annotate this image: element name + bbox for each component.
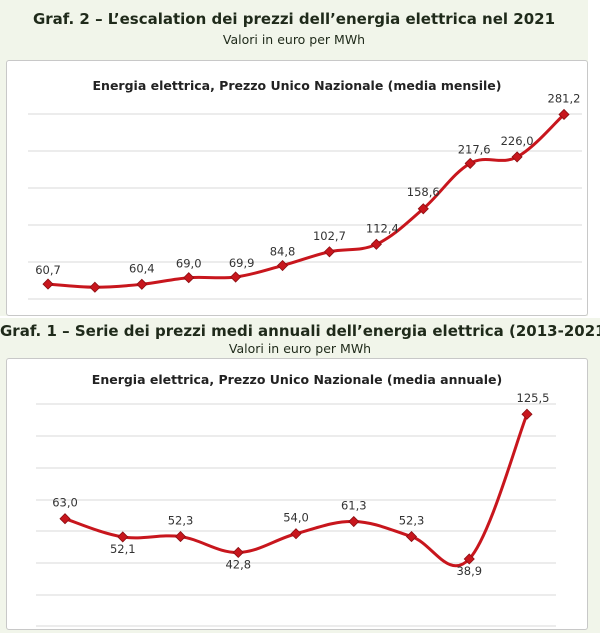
monthly-chart-title: Energia elettrica, Prezzo Unico Nazional… <box>92 78 502 93</box>
chart1-data-point-6 <box>405 531 418 543</box>
chart0-data-label-7: 112,4 <box>366 221 399 235</box>
bottom-figure-panel: Graf. 1 – Serie dei prezzi medi annuali … <box>0 318 600 633</box>
chart0-data-label-11: 281,2 <box>548 91 581 105</box>
chart1-data-label-2: 52,3 <box>168 514 194 528</box>
bottom-figure-heading: Graf. 1 – Serie dei prezzi medi annuali … <box>0 322 600 340</box>
chart1-data-label-5: 61,3 <box>341 499 367 513</box>
chart0-data-label-8: 158,6 <box>407 185 440 199</box>
chart1-data-label-3: 42,8 <box>225 557 251 571</box>
annual-chart-title: Energia elettrica, Prezzo Unico Nazional… <box>91 372 503 387</box>
chart1-data-point-5 <box>348 515 360 528</box>
chart0-series-line <box>47 113 566 289</box>
chart0-data-point-3 <box>183 272 195 284</box>
chart1-data-point-7 <box>463 553 475 565</box>
chart1-data-point-1 <box>117 531 129 543</box>
chart1-data-point-2 <box>174 531 187 543</box>
chart0-data-point-4 <box>230 271 242 283</box>
chart0-data-point-2 <box>136 278 148 290</box>
chart0-data-point-5 <box>276 259 289 272</box>
chart0-data-label-4: 69,9 <box>229 256 255 270</box>
chart0-data-label-2: 60,4 <box>129 261 155 275</box>
chart0-data-point-7 <box>370 238 382 250</box>
chart1-data-label-0: 63,0 <box>52 496 78 510</box>
chart0-data-point-9 <box>464 157 476 169</box>
chart0-data-label-0: 60,7 <box>35 263 61 277</box>
chart1-data-point-4 <box>290 528 302 540</box>
annual-chart-box: Energia elettrica, Prezzo Unico Nazional… <box>6 358 588 630</box>
chart0-data-point-0 <box>42 278 54 290</box>
chart0-data-label-6: 102,7 <box>313 229 346 243</box>
chart0-data-label-9: 217,6 <box>458 142 491 156</box>
chart0-data-point-10 <box>511 151 523 163</box>
chart1-data-point-3 <box>232 546 244 559</box>
chart1-data-label-4: 54,0 <box>283 511 309 525</box>
chart0-data-point-6 <box>323 246 336 258</box>
chart1-data-label-8: 125,5 <box>517 391 550 405</box>
chart0-data-label-5: 84,8 <box>270 245 296 259</box>
top-figure-subheading: Valori in euro per MWh <box>222 32 366 47</box>
chart1-data-label-1: 52,1 <box>110 542 136 556</box>
chart0-data-point-1 <box>89 281 101 293</box>
chart0-data-label-10: 226,0 <box>501 134 534 148</box>
chart0-data-point-11 <box>558 108 570 121</box>
chart1-data-point-8 <box>521 408 533 420</box>
chart0-data-label-3: 69,0 <box>176 257 202 271</box>
bottom-figure-subheading: Valori in euro per MWh <box>228 341 372 356</box>
top-figure-heading: Graf. 2 – L’escalation dei prezzi dell’e… <box>32 10 556 28</box>
chart0-data-point-8 <box>417 203 429 215</box>
chart1-data-point-0 <box>59 513 71 525</box>
chart1-data-label-7: 38,9 <box>456 564 482 578</box>
chart1-data-label-6: 52,3 <box>399 514 425 528</box>
